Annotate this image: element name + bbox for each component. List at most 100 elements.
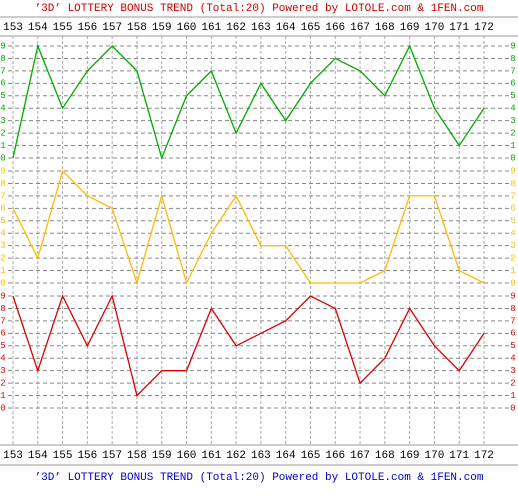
x-tick-label-bottom: 157	[102, 450, 122, 462]
x-tick-label-top: 162	[226, 22, 246, 34]
x-tick-label-bottom: 163	[251, 450, 271, 462]
y-tick-label-right: 3	[510, 366, 515, 376]
x-tick-label-bottom: 164	[276, 450, 296, 462]
x-tick-label-top: 155	[53, 22, 73, 34]
y-tick-label-right: 5	[510, 91, 515, 101]
x-tick-label-bottom: 153	[3, 450, 23, 462]
y-tick-label-right: 5	[510, 341, 515, 351]
y-tick-label-right: 2	[510, 128, 515, 138]
y-tick-label-right: 7	[510, 191, 515, 201]
x-tick-label-bottom: 156	[77, 450, 97, 462]
y-tick-label-right: 6	[510, 79, 515, 89]
y-tick-label-right: 3	[510, 116, 515, 126]
y-tick-label-right: 1	[510, 141, 515, 151]
y-tick-label-right: 7	[510, 316, 515, 326]
y-tick-label-right: 0	[510, 153, 515, 163]
x-tick-label-bottom: 162	[226, 450, 246, 462]
x-tick-label-bottom: 154	[28, 450, 48, 462]
y-tick-label-left: 9	[0, 41, 5, 51]
y-tick-label-left: 6	[0, 204, 5, 214]
x-tick-label-top: 159	[152, 22, 172, 34]
x-tick-label-top: 153	[3, 22, 23, 34]
x-tick-label-top: 170	[425, 22, 445, 34]
y-tick-label-right: 4	[510, 104, 515, 114]
y-tick-label-right: 7	[510, 66, 515, 76]
y-tick-label-right: 9	[510, 166, 515, 176]
y-tick-label-right: 6	[510, 329, 515, 339]
y-tick-label-right: 2	[510, 253, 515, 263]
x-tick-label-bottom: 167	[350, 450, 370, 462]
x-tick-label-top: 158	[127, 22, 147, 34]
y-tick-label-right: 0	[510, 403, 515, 413]
chart-title: ’3D’ LOTTERY BONUS TREND (Total:20) Powe…	[35, 3, 484, 15]
y-tick-label-left: 3	[0, 116, 5, 126]
y-tick-label-left: 3	[0, 366, 5, 376]
x-tick-label-bottom: 166	[325, 450, 345, 462]
y-tick-label-right: 8	[510, 304, 515, 314]
trend-line	[12, 169, 485, 286]
y-tick-label-right: 9	[510, 41, 515, 51]
x-tick-label-top: 164	[276, 22, 296, 34]
y-tick-label-right: 6	[510, 204, 515, 214]
y-tick-label-left: 7	[0, 316, 5, 326]
y-tick-label-right: 8	[510, 179, 515, 189]
y-tick-label-right: 5	[510, 216, 515, 226]
x-tick-label-bottom: 158	[127, 450, 147, 462]
x-tick-label-bottom: 172	[474, 450, 494, 462]
y-tick-label-right: 1	[510, 391, 515, 401]
y-tick-label-right: 2	[510, 378, 515, 388]
y-tick-label-left: 9	[0, 291, 5, 301]
y-tick-label-left: 8	[0, 304, 5, 314]
y-tick-label-left: 0	[0, 278, 5, 288]
y-tick-label-left: 6	[0, 329, 5, 339]
x-tick-label-top: 160	[177, 22, 197, 34]
x-tick-label-bottom: 160	[177, 450, 197, 462]
y-tick-label-left: 7	[0, 66, 5, 76]
y-tick-label-left: 0	[0, 153, 5, 163]
x-tick-label-top: 166	[325, 22, 345, 34]
x-tick-label-bottom: 171	[449, 450, 469, 462]
y-tick-label-left: 4	[0, 104, 5, 114]
x-tick-label-top: 169	[400, 22, 420, 34]
y-tick-label-left: 5	[0, 341, 5, 351]
y-tick-label-left: 1	[0, 266, 5, 276]
y-tick-label-left: 1	[0, 391, 5, 401]
x-tick-label-top: 167	[350, 22, 370, 34]
x-tick-label-bottom: 161	[201, 450, 221, 462]
x-tick-label-top: 161	[201, 22, 221, 34]
x-tick-label-bottom: 170	[425, 450, 445, 462]
x-tick-label-top: 156	[77, 22, 97, 34]
x-tick-label-bottom: 169	[400, 450, 420, 462]
x-tick-label-top: 157	[102, 22, 122, 34]
y-tick-label-left: 0	[0, 403, 5, 413]
chart-footer: ’3D’ LOTTERY BONUS TREND (Total:20) Powe…	[35, 472, 484, 484]
y-tick-label-right: 8	[510, 54, 515, 64]
y-tick-label-right: 4	[510, 354, 515, 364]
y-tick-label-left: 4	[0, 354, 5, 364]
y-tick-label-left: 8	[0, 54, 5, 64]
trend-line	[12, 294, 485, 397]
x-tick-label-top: 172	[474, 22, 494, 34]
x-tick-label-bottom: 165	[301, 450, 321, 462]
y-tick-label-left: 2	[0, 378, 5, 388]
y-tick-label-left: 3	[0, 241, 5, 251]
y-tick-label-left: 8	[0, 179, 5, 189]
y-tick-label-left: 5	[0, 91, 5, 101]
y-tick-label-right: 4	[510, 229, 515, 239]
y-tick-label-left: 7	[0, 191, 5, 201]
x-tick-label-bottom: 155	[53, 450, 73, 462]
trend-line	[12, 43, 485, 161]
x-tick-label-bottom: 159	[152, 450, 172, 462]
x-tick-label-top: 154	[28, 22, 48, 34]
x-tick-label-top: 171	[449, 22, 469, 34]
y-tick-label-left: 9	[0, 166, 5, 176]
x-tick-label-top: 168	[375, 22, 395, 34]
y-tick-label-left: 2	[0, 253, 5, 263]
y-tick-label-right: 9	[510, 291, 515, 301]
y-tick-label-right: 1	[510, 266, 515, 276]
y-tick-label-left: 5	[0, 216, 5, 226]
x-tick-label-top: 163	[251, 22, 271, 34]
y-tick-label-left: 2	[0, 128, 5, 138]
